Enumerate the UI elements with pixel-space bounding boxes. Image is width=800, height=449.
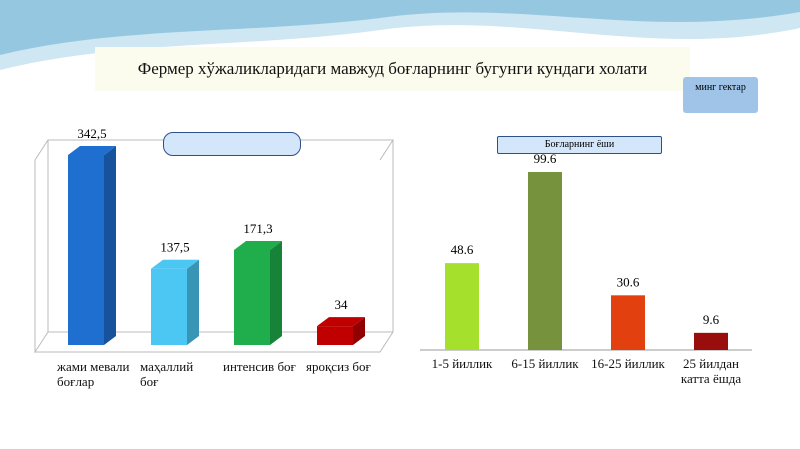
slide-title: Фермер хўжаликларидаги мавжуд боғларнинг… xyxy=(95,47,690,91)
bar xyxy=(317,326,353,345)
bar-side xyxy=(270,240,282,345)
unit-note: минг гектар xyxy=(683,77,758,113)
x-tick-label: 16-25 йиллик xyxy=(591,356,665,371)
x-tick-label: маҳаллий боғ xyxy=(140,359,194,389)
value-label: 34 xyxy=(335,297,349,312)
bar xyxy=(234,249,270,345)
bar xyxy=(694,332,728,350)
bar xyxy=(68,155,104,345)
bar-top xyxy=(317,317,365,327)
value-label: 137,5 xyxy=(160,240,189,255)
bar-top xyxy=(234,240,282,250)
bar-side xyxy=(353,317,365,345)
bar-side xyxy=(104,146,116,345)
chart-title: Боғларнинг ёши xyxy=(497,136,662,154)
x-tick-label: яроқсиз боғ xyxy=(306,359,371,374)
bar-top xyxy=(68,146,116,155)
bar xyxy=(528,172,562,350)
x-tick-label: интенсив боғ xyxy=(223,359,296,374)
x-tick-label: 25 йилдан катта ёшда xyxy=(680,356,742,386)
bar xyxy=(611,295,645,350)
wave xyxy=(0,0,800,55)
bar xyxy=(151,268,187,345)
bar-top xyxy=(151,259,199,269)
value-label: 48.6 xyxy=(451,242,474,257)
legend-box xyxy=(163,132,301,156)
value-label: 342,5 xyxy=(77,126,106,141)
x-tick-label: 6-15 йиллик xyxy=(511,356,579,371)
bar-side xyxy=(187,259,199,345)
value-label: 99.6 xyxy=(534,151,557,166)
x-tick-label: 1-5 йиллик xyxy=(431,356,493,371)
x-tick-label: жами мевали боғлар xyxy=(57,359,130,389)
value-label: 9.6 xyxy=(703,312,720,327)
bar xyxy=(445,263,479,350)
value-label: 171,3 xyxy=(243,221,272,236)
value-label: 30.6 xyxy=(617,274,640,289)
